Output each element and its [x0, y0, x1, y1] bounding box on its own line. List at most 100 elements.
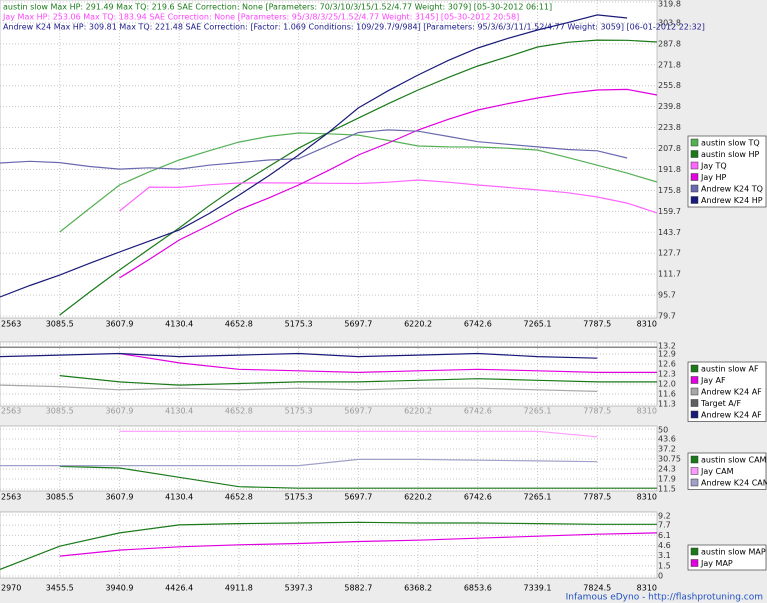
y-tick-label: 11.5 [658, 485, 676, 494]
series-line [59, 375, 657, 386]
legend-swatch [690, 547, 699, 556]
legend-label: austin slow MAP [701, 548, 766, 557]
x-tick-label: 2563 [1, 493, 21, 502]
y-tick-label: 319.8 [658, 0, 681, 9]
legend-swatch [690, 364, 699, 373]
series-line [0, 14, 628, 298]
x-tick-label: 8310 [637, 407, 657, 416]
legend-label: Andrew K24 HP [701, 196, 763, 205]
legend-box [687, 452, 767, 490]
plot-area [0, 425, 658, 492]
y-tick-label: 6.1 [658, 531, 671, 540]
x-tick-label: 3607.9 [105, 320, 133, 329]
series-line [59, 39, 658, 316]
y-tick-label: 11.3 [658, 400, 676, 409]
y-tick-label: 159.7 [658, 207, 681, 216]
series-line [119, 352, 657, 374]
plot-area [0, 341, 658, 407]
legend-box [687, 544, 767, 571]
legend-swatch [690, 150, 699, 158]
x-tick-label: 8310 [637, 320, 657, 329]
y-tick-label: 30.75 [658, 455, 681, 464]
y-tick-label: 13.2 [658, 342, 676, 351]
x-tick-label: 3085.5 [46, 493, 74, 502]
x-tick-label: 6742.6 [464, 493, 492, 502]
x-tick-label: 4652.8 [225, 493, 253, 502]
x-tick-label: 3940.9 [105, 584, 133, 593]
legend-swatch [690, 161, 699, 170]
legend-label: Jay HP [700, 173, 727, 182]
header-line: austin slow Max HP: 291.49 Max TQ: 219.6… [3, 3, 552, 12]
y-tick-label: 0 [658, 572, 663, 581]
x-tick-label: 4426.4 [165, 584, 193, 593]
y-tick-label: 111.7 [658, 270, 681, 279]
plot-area [0, 511, 658, 579]
x-tick-label: 5882.7 [344, 584, 372, 593]
legend-swatch [690, 559, 699, 567]
y-tick-label: 303.8 [658, 18, 681, 27]
legend-label: Andrew K24 TQ [701, 185, 763, 194]
y-tick-label: 239.8 [658, 102, 681, 111]
header-line: Andrew K24 Max HP: 309.81 Max TQ: 221.48… [3, 23, 705, 32]
x-tick-label: 2970 [1, 584, 21, 593]
x-tick-label: 5697.7 [344, 407, 372, 416]
x-tick-label: 5697.7 [344, 320, 372, 329]
y-tick-label: 95.7 [658, 291, 676, 300]
legend-label: Jay CAM [700, 467, 734, 476]
legend-box [687, 135, 767, 208]
legend-label: Jay TQ [700, 162, 727, 171]
legend-label: austin slow CAM [701, 456, 767, 465]
x-tick-label: 3455.5 [46, 584, 74, 593]
y-tick-label: 1.5 [658, 561, 671, 570]
legend-label: austin slow HP [701, 150, 760, 159]
legend-label: Target A/F [700, 399, 741, 408]
footer: Infamous eDyno - http://flashprotuning.c… [566, 593, 763, 603]
y-tick-label: 50 [658, 426, 668, 435]
series-line [119, 88, 658, 279]
series-line [0, 521, 657, 570]
legend-label: Andrew K24 AF [701, 388, 762, 397]
series-line [0, 458, 598, 467]
x-tick-label: 4130.4 [165, 493, 193, 502]
y-tick-label: 11.6 [658, 389, 676, 398]
legend-swatch [690, 399, 699, 407]
x-tick-label: 3607.9 [105, 493, 133, 502]
plot-area [0, 0, 658, 319]
x-tick-label: 7787.5 [583, 493, 611, 502]
y-tick-label: 207.8 [658, 144, 681, 153]
y-tick-label: 9.2 [658, 512, 671, 521]
x-tick-label: 6220.2 [404, 320, 432, 329]
legend-swatch [690, 173, 699, 181]
y-tick-label: 191.8 [658, 165, 681, 174]
x-tick-label: 5175.3 [285, 407, 313, 416]
x-tick-label: 3607.9 [105, 407, 133, 416]
series-line [119, 430, 598, 438]
x-tick-label: 8310 [637, 584, 657, 593]
y-tick-label: 37.2 [658, 444, 676, 453]
x-tick-label: 2563 [1, 407, 21, 416]
legend-label: Andrew K24 AF [701, 411, 762, 420]
y-tick-label: 287.8 [658, 39, 681, 48]
x-tick-label: 6742.6 [464, 320, 492, 329]
x-tick-label: 3085.5 [46, 407, 74, 416]
legend-label: Jay MAP [700, 559, 733, 568]
series-line [0, 129, 628, 170]
x-tick-label: 7265.1 [524, 407, 552, 416]
x-tick-label: 7265.1 [524, 493, 552, 502]
y-tick-label: 17.9 [658, 474, 676, 483]
x-tick-label: 2563 [1, 320, 21, 329]
y-tick-label: 143.7 [658, 228, 681, 237]
legend-swatch [690, 467, 699, 475]
x-tick-label: 6853.6 [464, 584, 492, 593]
y-tick-label: 12.3 [658, 370, 676, 379]
x-tick-label: 7339.1 [524, 584, 552, 593]
x-tick-label: 6220.2 [404, 407, 432, 416]
legend-swatch [690, 184, 699, 193]
x-tick-label: 6220.2 [404, 493, 432, 502]
series-line [59, 532, 658, 557]
x-tick-label: 7787.5 [583, 407, 611, 416]
legend-label: austin slow AF [701, 365, 759, 374]
x-tick-label: 5697.7 [344, 493, 372, 502]
x-tick-label: 7265.1 [524, 320, 552, 329]
x-tick-label: 3085.5 [46, 320, 74, 329]
